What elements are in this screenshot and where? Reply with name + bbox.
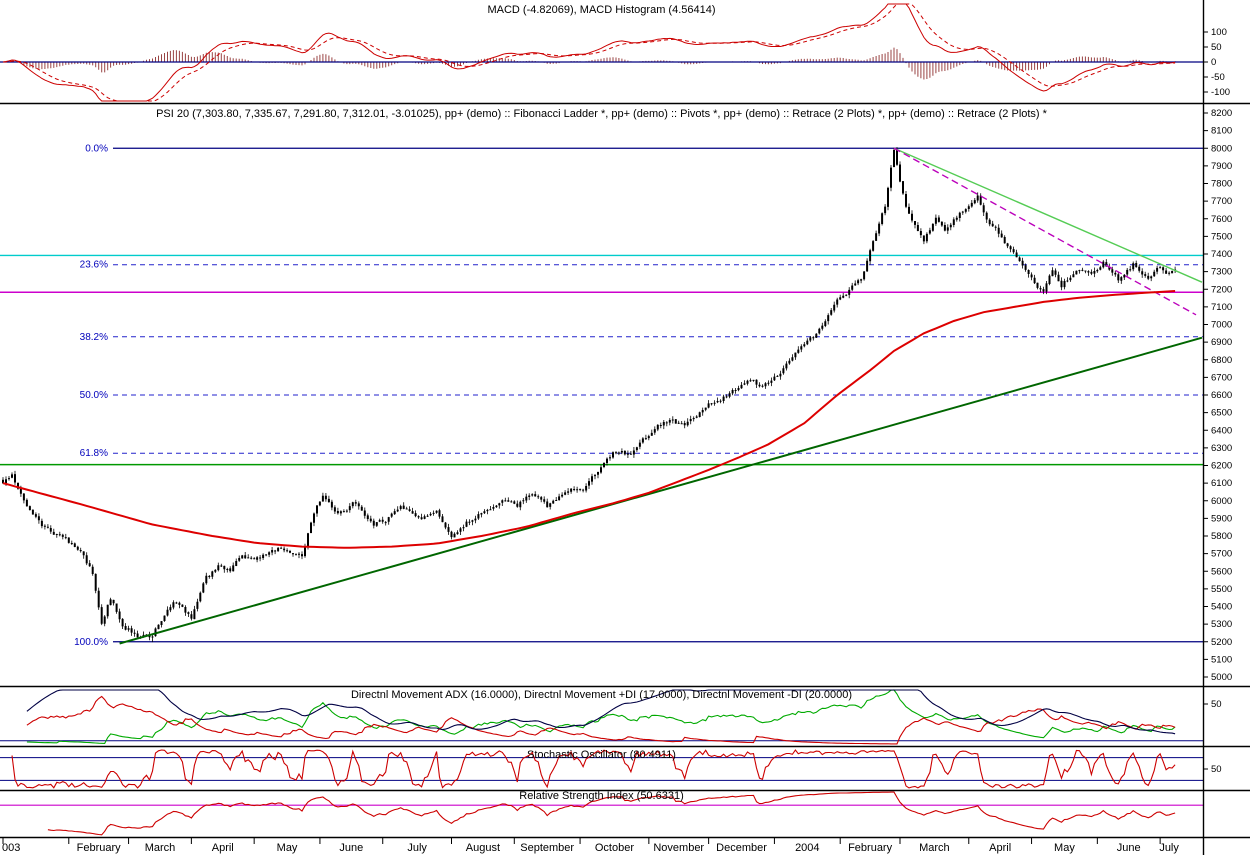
rsi-panel [0,791,1203,836]
month-label: February [848,842,893,854]
price-axis-label: 5100 [1211,654,1232,665]
month-label: March [145,842,176,854]
price-axis-label: 6500 [1211,408,1232,419]
rsi-line [47,791,1176,836]
month-label: July [407,842,427,854]
price-axis-label: 8100 [1211,126,1232,137]
price-axis-label: 7100 [1211,302,1232,313]
price-panel: 0.0% 23.6% 38.2% 50.0% 61.8% 100.0% [0,143,1203,648]
price-axis-label: 7600 [1211,214,1232,225]
price-axis-label: 7900 [1211,161,1232,172]
price-axis-label: 6800 [1211,355,1232,366]
month-label: May [1054,842,1075,854]
price-axis-label: 5900 [1211,513,1232,524]
month-label: September [520,842,574,854]
macd-panel [0,3,1203,102]
adx-line [26,689,1176,735]
month-label: March [919,842,950,854]
price-axis-label: 7700 [1211,196,1232,207]
price-axis-label: 6000 [1211,496,1232,507]
month-label: April [212,842,234,854]
month-label: December [716,842,767,854]
price-axis-label: 8200 [1211,108,1232,119]
moving-average-line [2,290,1176,549]
price-axis-label: 5800 [1211,531,1232,542]
macd-axis-label: 50 [1211,42,1222,53]
macd-signal-line [2,3,1176,102]
plus-di-line [26,689,1176,744]
price-axis-label: 5700 [1211,549,1232,560]
fib-label: 61.8% [80,448,108,459]
price-axis-label: 5200 [1211,637,1232,648]
price-axis-label: 5300 [1211,619,1232,630]
macd-axis-label: 100 [1211,27,1227,38]
fib-label: 0.0% [85,143,108,154]
adx-axis-label: 50 [1211,699,1222,710]
price-axis-label: 5000 [1211,672,1232,683]
month-label: August [466,842,500,854]
month-label: July [1159,842,1179,854]
macd-axis-label: -50 [1211,72,1225,83]
downtrend-magenta-line [893,147,1197,316]
month-label: 003 [2,842,20,854]
macd-axis-label: 0 [1211,57,1216,68]
month-label: 2004 [795,842,819,854]
price-axis-label: 7300 [1211,267,1232,278]
minus-di-line [26,695,1176,745]
fib-label: 23.6% [80,260,108,271]
month-label: November [653,842,704,854]
primary-uptrend-line [119,336,1203,645]
macd-axis-label: -100 [1211,87,1230,98]
stoch-panel [0,749,1203,789]
price-axis-label: 6600 [1211,390,1232,401]
price-axis-label: 6700 [1211,372,1232,383]
price-axis-label: 5600 [1211,566,1232,577]
price-axis-label: 7500 [1211,231,1232,242]
stoch-axis-label: 50 [1211,764,1222,775]
price-axis-label: 7200 [1211,284,1232,295]
price-axis-label: 7400 [1211,249,1232,260]
price-axis-label: 6400 [1211,425,1232,436]
price-axis-label: 7000 [1211,320,1232,331]
month-label: April [989,842,1011,854]
price-axis-label: 5400 [1211,602,1232,613]
month-label: February [77,842,122,854]
month-label: June [339,842,363,854]
macd-histogram [5,47,1176,80]
price-axis-label: 6200 [1211,461,1232,472]
fib-label: 100.0% [74,637,108,648]
price-axis-label: 6300 [1211,443,1232,454]
price-axis-label: 5500 [1211,584,1232,595]
fib-label: 50.0% [80,390,108,401]
month-label: June [1117,842,1141,854]
downtrend-green-line [893,147,1203,283]
adx-panel [0,689,1203,745]
price-axis-label: 6900 [1211,337,1232,348]
price-axis-label: 7800 [1211,179,1232,190]
month-label: October [595,842,634,854]
macd-line [2,3,1176,102]
stoch-line [11,749,1176,789]
price-axis-label: 8000 [1211,143,1232,154]
price-axis-label: 6100 [1211,478,1232,489]
fib-label: 38.2% [80,332,108,343]
month-label: May [277,842,298,854]
